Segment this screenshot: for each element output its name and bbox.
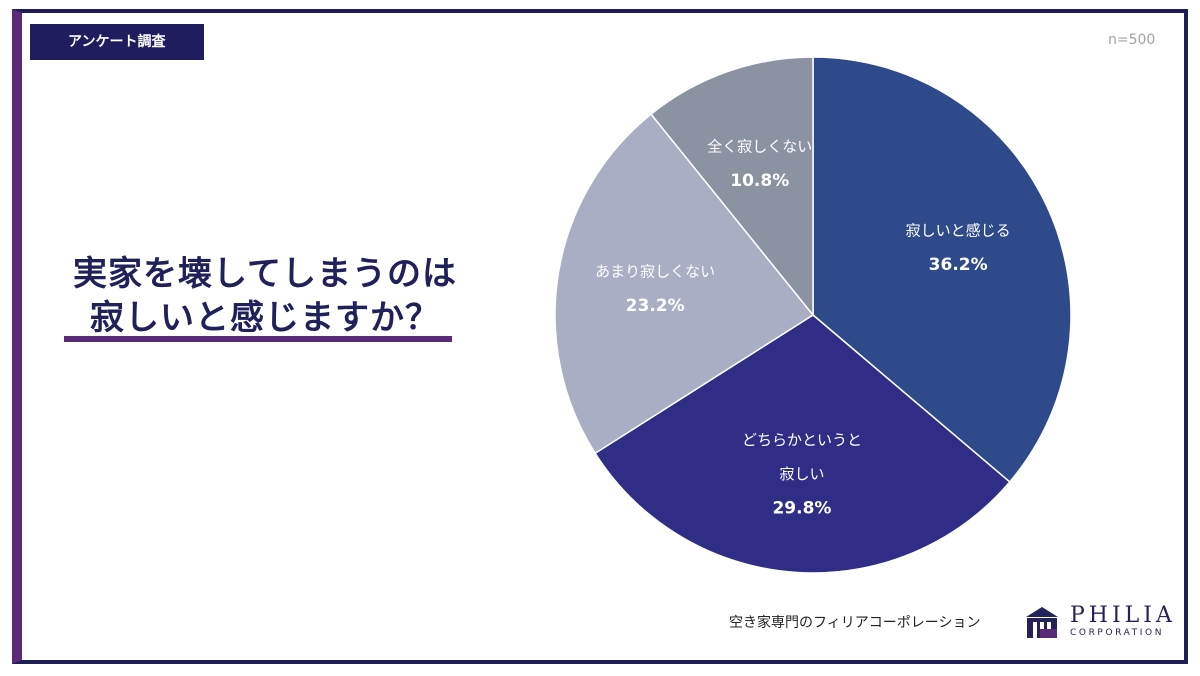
logo-name: PHILIA [1070, 603, 1176, 628]
slice-value-label-1: 36.2% [929, 255, 988, 275]
pie-slice-1 [812, 56, 1072, 483]
logo-subtitle: CORPORATION [1070, 628, 1165, 638]
slice-category-label-3: あまり寂しくない [595, 262, 715, 280]
slice-value-label-4: 10.8% [730, 171, 789, 191]
company-text: 空き家専門のフィリアコーポレーション [729, 615, 981, 631]
slice-category-label-4: 全く寂しくない [707, 138, 812, 156]
building-logo-icon [1026, 607, 1058, 638]
survey-badge: アンケート調査 [30, 24, 204, 60]
slice-value-label-2: 29.8% [772, 499, 831, 519]
slice-category-label-2: どちらかというと [742, 431, 862, 449]
slice-category-label-1: 寂しいと感じる [906, 221, 1011, 239]
pie-slice-4 [650, 56, 814, 318]
title-line-1: 実家を壊してしまうのは [73, 254, 457, 294]
slice-value-label-3: 23.2% [626, 296, 685, 316]
title-line-2: 寂しいと感じますか？ [90, 298, 440, 338]
pie-slice-3 [554, 113, 815, 455]
title-underline [64, 336, 452, 342]
slice-category-label-2: 寂しい [779, 465, 824, 483]
pie-slice-2 [594, 314, 1011, 574]
sample-size: n=500 [1108, 32, 1156, 48]
page-title: 実家を壊してしまうのは 寂しいと感じますか？ [60, 252, 470, 340]
